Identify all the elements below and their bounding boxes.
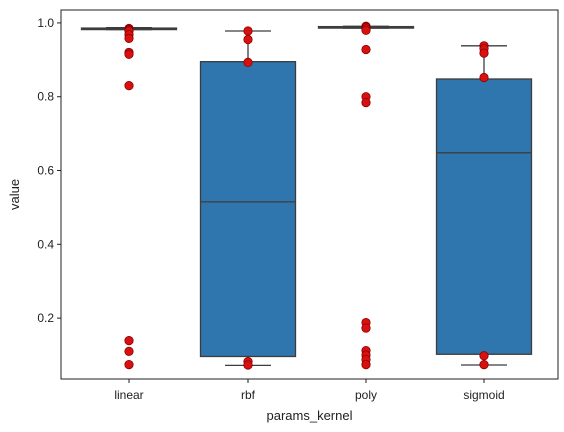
data-point-poly — [361, 360, 371, 370]
data-point-sigmoid — [479, 351, 489, 361]
x-axis-label: params_kernel — [267, 408, 353, 423]
data-point-poly — [361, 98, 371, 108]
data-point-linear — [124, 81, 134, 91]
data-point-poly — [361, 323, 371, 333]
data-point-sigmoid — [479, 360, 489, 370]
data-point-linear — [124, 33, 134, 44]
y-axis-label: value — [7, 179, 22, 210]
data-point-rbf — [243, 360, 253, 370]
plot-frame — [60, 9, 559, 380]
data-point-sigmoid — [479, 48, 489, 58]
box-sigmoid — [435, 78, 533, 355]
x-tick-label-rbf: rbf — [241, 388, 256, 402]
x-tick-label-sigmoid: sigmoid — [463, 388, 504, 402]
data-point-rbf — [243, 26, 253, 36]
data-point-poly — [361, 25, 371, 35]
data-point-linear — [124, 346, 134, 356]
data-point-linear — [124, 336, 134, 346]
data-point-rbf — [243, 34, 253, 45]
x-tick-label-linear: linear — [114, 388, 143, 402]
y-tick-label: 1.0 — [37, 16, 54, 30]
data-point-linear — [124, 360, 134, 370]
y-tick-label: 0.6 — [37, 164, 54, 178]
x-tick-label-poly: poly — [355, 388, 377, 402]
box-rbf — [199, 61, 297, 358]
data-point-sigmoid — [479, 72, 489, 83]
points-layer — [124, 21, 489, 370]
boxes-layer — [80, 25, 533, 366]
y-tick-label: 0.8 — [37, 90, 54, 104]
data-point-linear — [124, 49, 134, 59]
y-tick-label: 0.2 — [37, 311, 54, 325]
data-point-rbf — [243, 57, 253, 67]
data-point-poly — [361, 44, 371, 55]
x-axis: linear rbf poly sigmoid — [114, 379, 505, 402]
y-axis: 0.2 0.4 0.6 0.8 1.0 — [37, 16, 61, 325]
y-tick-label: 0.4 — [37, 237, 54, 251]
